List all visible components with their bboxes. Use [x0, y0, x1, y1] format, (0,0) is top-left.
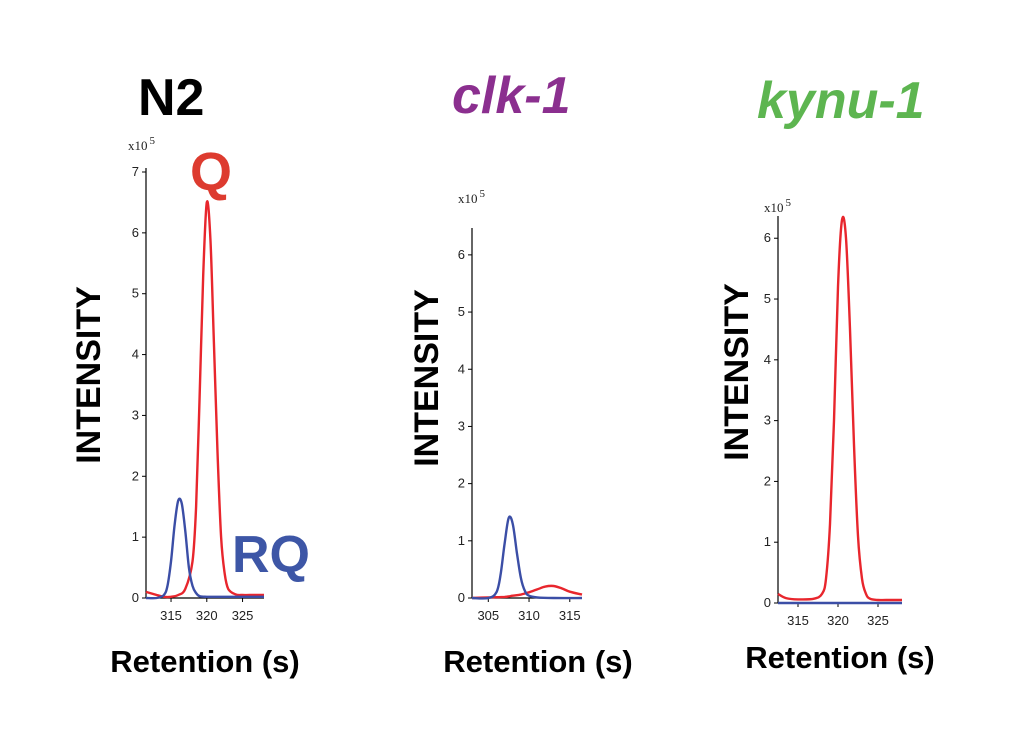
y-axis-label: INTENSITY	[408, 289, 446, 467]
x-tick-label: 310	[518, 608, 540, 623]
y-multiplier-exponent: 5	[786, 197, 792, 209]
y-tick-label: 5	[458, 304, 465, 319]
y-tick-label: 0	[764, 595, 771, 610]
y-tick-label: 0	[458, 590, 465, 605]
series-line-q	[145, 200, 264, 599]
x-tick-label: 325	[232, 608, 254, 623]
y-tick-label: 3	[132, 407, 139, 422]
x-axis-label: Retention (s)	[443, 644, 632, 679]
y-axis-label: INTENSITY	[70, 286, 108, 464]
y-tick-label: 5	[764, 291, 771, 306]
y-multiplier-base: x10	[458, 191, 478, 206]
y-tick-label: 6	[764, 230, 771, 245]
series-line-rq	[471, 515, 583, 600]
y-tick-label: 3	[764, 413, 771, 428]
x-tick-label: 315	[160, 608, 182, 623]
x-tick-label: 315	[559, 608, 581, 623]
x-tick-label: 320	[196, 608, 218, 623]
y-multiplier: x10 5	[458, 188, 486, 206]
x-tick-label: 325	[867, 613, 889, 628]
x-tick-label: 305	[477, 608, 499, 623]
y-tick-label: 4	[132, 347, 139, 362]
x-axis-label: Retention (s)	[110, 644, 299, 679]
y-multiplier: x10 5	[128, 135, 156, 153]
annotation-rq: RQ	[232, 526, 310, 584]
y-tick-label: 1	[764, 534, 771, 549]
y-tick-label: 3	[458, 418, 465, 433]
y-multiplier-base: x10	[764, 200, 784, 215]
chart-title: N2	[138, 69, 204, 127]
x-axis-label: Retention (s)	[745, 640, 934, 675]
chart-title: kynu-1	[757, 72, 925, 130]
x-tick-label: 320	[827, 613, 849, 628]
y-multiplier: x10 5	[764, 197, 792, 215]
y-multiplier-base: x10	[128, 138, 148, 153]
series-line-rq	[145, 497, 264, 600]
y-tick-label: 1	[132, 529, 139, 544]
y-tick-label: 7	[132, 164, 139, 179]
y-tick-label: 6	[458, 247, 465, 262]
y-tick-label: 6	[132, 225, 139, 240]
annotation-q: Q	[190, 142, 232, 202]
y-multiplier-exponent: 5	[480, 188, 486, 200]
y-multiplier-exponent: 5	[150, 135, 156, 147]
series-line-q	[777, 215, 902, 602]
y-tick-label: 4	[458, 361, 465, 376]
y-axis-label: INTENSITY	[718, 283, 756, 461]
y-tick-label: 1	[458, 533, 465, 548]
y-tick-label: 2	[458, 476, 465, 491]
y-tick-label: 2	[132, 468, 139, 483]
y-tick-label: 4	[764, 352, 771, 367]
series-line-q	[471, 584, 583, 600]
y-tick-label: 5	[132, 286, 139, 301]
y-tick-label: 2	[764, 473, 771, 488]
chart-title: clk-1	[452, 67, 571, 125]
y-tick-label: 0	[132, 590, 139, 605]
x-tick-label: 315	[787, 613, 809, 628]
